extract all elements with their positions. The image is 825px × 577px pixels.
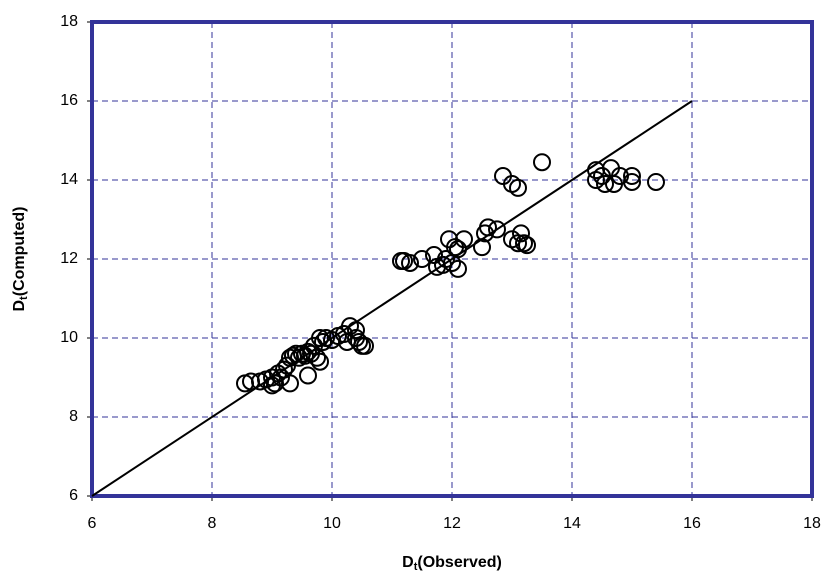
point [311, 329, 329, 347]
y-tick-label: 8 [69, 408, 78, 425]
point [596, 174, 614, 193]
x-tick-label: 8 [208, 515, 217, 532]
point [311, 352, 329, 371]
point [449, 240, 467, 259]
y-tick-label: 14 [60, 171, 78, 188]
point [509, 234, 527, 253]
point [308, 348, 326, 367]
y-tick-label: 6 [69, 487, 78, 504]
point [449, 259, 467, 278]
point [299, 342, 317, 361]
y-axis-label: Dt(Computed) [11, 207, 30, 312]
y-tick-label: 18 [60, 13, 78, 30]
x-tick-label: 12 [443, 515, 461, 532]
reference-line [91, 100, 693, 497]
point [473, 238, 491, 257]
point [533, 153, 551, 172]
point [455, 230, 473, 249]
point [509, 178, 527, 197]
y-tick-label: 12 [60, 250, 78, 267]
point [623, 167, 641, 186]
point [413, 250, 431, 268]
point [479, 218, 497, 237]
point [299, 366, 317, 385]
point [518, 236, 536, 255]
x-axis-label: Dt(Observed) [402, 554, 502, 573]
point [347, 321, 365, 340]
y-tick-label: 16 [60, 92, 78, 109]
x-tick-label: 18 [803, 515, 821, 532]
point [488, 220, 506, 239]
x-tick-label: 16 [683, 515, 701, 532]
point [647, 172, 665, 191]
point [623, 172, 641, 191]
plot-frame [90, 20, 814, 498]
point [515, 234, 533, 253]
point [281, 374, 299, 393]
point [314, 332, 332, 351]
point [356, 336, 374, 355]
point [401, 253, 419, 272]
x-tick-label: 14 [563, 515, 581, 532]
y-tick-label: 10 [60, 329, 78, 346]
point [425, 246, 443, 265]
x-tick-label: 10 [323, 515, 341, 532]
x-tick-label: 6 [88, 515, 97, 532]
